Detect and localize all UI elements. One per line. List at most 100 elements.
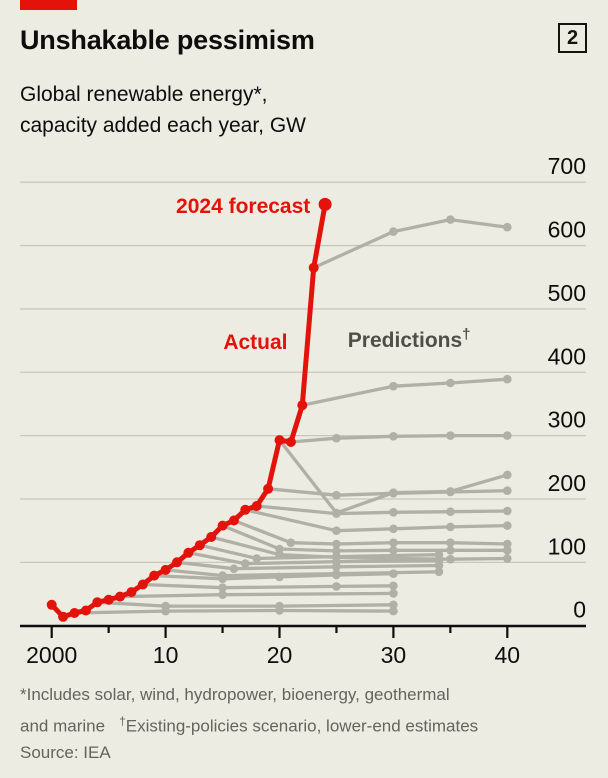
page-title: Unshakable pessimism: [20, 25, 315, 55]
x-axis-label: 20: [267, 642, 293, 668]
prediction-point: [332, 539, 341, 549]
prediction-point: [218, 590, 227, 599]
prediction-point: [332, 526, 341, 535]
footnotes: *Includes solar, wind, hydropower, bioen…: [20, 682, 478, 766]
actual-point: [206, 532, 217, 542]
prediction-line: [141, 582, 396, 590]
actual-point: [194, 540, 205, 551]
prediction-line: [232, 518, 509, 546]
actual-point: [228, 515, 239, 526]
prediction-point: [446, 487, 455, 496]
brand-bar: [20, 0, 77, 10]
prediction-line: [312, 217, 509, 270]
y-axis-label: 700: [548, 153, 586, 179]
prediction-point: [503, 374, 512, 384]
prediction-point: [389, 538, 398, 547]
prediction-point: [332, 490, 341, 500]
prediction-line: [255, 504, 509, 516]
prediction-point: [434, 567, 444, 577]
prediction-line: [277, 438, 509, 515]
panel-number-badge: 2: [558, 23, 587, 53]
prediction-point: [446, 546, 455, 555]
prediction-line: [186, 551, 441, 566]
prediction-line: [95, 600, 396, 608]
prediction-line: [118, 591, 396, 599]
subtitle-line-2: capacity added each year, GW: [20, 114, 306, 137]
prediction-point: [275, 544, 284, 554]
y-axis-label: 200: [548, 470, 586, 496]
actual-point: [58, 611, 69, 622]
actual-label: Actual: [223, 331, 287, 354]
prediction-point: [446, 215, 455, 224]
actual-point: [80, 605, 91, 616]
y-axis-label: 600: [548, 217, 586, 243]
y-axis-label: 500: [548, 280, 586, 306]
prediction-point: [275, 601, 284, 611]
prediction-line: [72, 608, 396, 615]
actual-point: [183, 547, 194, 558]
prediction-point: [446, 522, 455, 532]
prediction-point: [332, 508, 341, 518]
prediction-point: [434, 550, 444, 559]
footnote-line-2-post: Existing-policies scenario, lower-end es…: [125, 716, 479, 736]
prediction-point: [503, 222, 512, 232]
actual-point: [217, 520, 228, 531]
prediction-point: [389, 508, 398, 517]
prediction-point: [503, 546, 512, 555]
prediction-point: [389, 581, 398, 591]
prediction-point: [503, 470, 512, 480]
actual-point: [263, 483, 274, 494]
actual-point: [126, 587, 137, 598]
y-axis-label: 400: [548, 343, 586, 369]
prediction-point: [252, 554, 261, 563]
prediction-point: [389, 589, 398, 598]
prediction-point: [286, 538, 296, 547]
actual-point: [318, 197, 332, 211]
actual-point: [137, 579, 148, 590]
prediction-point: [332, 569, 341, 578]
prediction-point: [503, 521, 512, 530]
prediction-line: [198, 543, 441, 561]
x-axis-label: 2000: [26, 642, 77, 668]
forecast-label: 2024 forecast: [176, 195, 310, 218]
footnote-line-1: *Includes solar, wind, hydropower, bioen…: [20, 685, 450, 704]
prediction-point: [446, 554, 455, 564]
prediction-point: [229, 564, 239, 573]
footnote-line-2: and marine †Existing-policies scenario, l…: [20, 708, 478, 740]
chart-subtitle: Global renewable energy*, capacity added…: [20, 79, 306, 141]
actual-point: [160, 564, 171, 575]
prediction-point: [503, 431, 512, 440]
actual-point: [103, 594, 114, 605]
prediction-line: [220, 523, 509, 553]
prediction-point: [503, 506, 512, 516]
prediction-point: [332, 546, 341, 556]
prediction-line: [175, 560, 441, 571]
prediction-point: [241, 559, 250, 568]
source-line: Source: IEA: [20, 742, 111, 762]
prediction-point: [503, 554, 512, 563]
prediction-point: [389, 546, 398, 555]
predictions-label: Predictions†: [348, 326, 471, 352]
prediction-point: [332, 553, 341, 562]
x-axis-label: 10: [153, 642, 179, 668]
prediction-point: [161, 601, 170, 611]
actual-point: [308, 262, 319, 273]
prediction-line: [163, 568, 441, 578]
panel-number: 2: [566, 26, 579, 49]
prediction-point: [218, 571, 227, 580]
prediction-point: [446, 378, 455, 388]
actual-point: [274, 435, 285, 446]
dagger-symbol: †: [119, 714, 126, 728]
actual-point: [240, 504, 251, 515]
prediction-point: [446, 538, 455, 547]
prediction-point: [389, 554, 398, 563]
actual-point: [149, 570, 160, 581]
x-axis-label: 40: [495, 642, 521, 668]
prediction-point: [389, 606, 398, 616]
prediction-point: [389, 227, 398, 236]
prediction-point: [332, 433, 341, 443]
footnote-line-2-pre: and marine: [20, 716, 106, 736]
actual-point: [69, 608, 80, 618]
